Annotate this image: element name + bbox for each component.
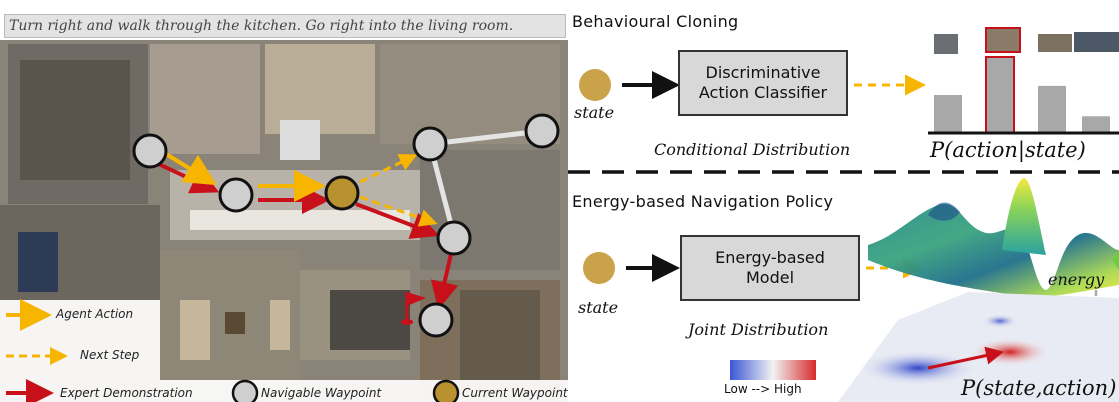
legend-navigable-waypoint: Navigable Waypoint — [261, 386, 382, 400]
joint-distribution-plane — [838, 292, 1119, 402]
navigable-waypoint — [132, 133, 168, 169]
ebm-state-circle — [583, 252, 615, 284]
floorplan-map — [0, 40, 568, 402]
legend-expert-demo: Expert Demonstration — [60, 386, 193, 400]
navigable-waypoint — [218, 177, 254, 213]
bc-bar — [985, 56, 1015, 134]
right-panel: Behavioural Cloning — [568, 0, 1119, 402]
energy-label: energy — [1048, 270, 1105, 289]
instruction-text: Turn right and walk through the kitchen.… — [4, 14, 566, 38]
bc-thumbnails — [934, 27, 1119, 54]
bc-state-circle — [579, 69, 611, 101]
ebm-box-line1: Energy-based — [715, 248, 825, 267]
next-step-arrows — [359, 154, 438, 227]
colorbar — [730, 360, 816, 380]
bc-bar — [1082, 116, 1110, 133]
right-diagram — [568, 27, 1119, 402]
ebm-title: Energy-based Navigation Policy — [572, 192, 834, 211]
ebm-dist-label: Joint Distribution — [688, 320, 829, 339]
bc-dist-label: Conditional Distribution — [654, 140, 851, 159]
navigable-waypoint — [436, 220, 472, 256]
bc-title: Behavioural Cloning — [572, 12, 739, 31]
legend-current-waypoint: Current Waypoint — [462, 386, 568, 400]
bc-classifier-box: Discriminative Action Classifier — [678, 50, 848, 116]
thumbnail-image — [934, 34, 958, 54]
goal-flag-icon — [401, 292, 426, 325]
legend-current-icon — [432, 379, 460, 402]
ebm-model-box: Energy-based Model — [680, 235, 860, 301]
agent-action-path — [164, 152, 326, 202]
navigable-waypoint — [418, 302, 454, 338]
navigable-waypoint — [412, 126, 448, 162]
ebm-box-line2: Model — [745, 268, 795, 287]
ebm-state-label: state — [578, 298, 619, 317]
current-waypoint — [324, 175, 360, 211]
bc-box-line2: Action Classifier — [698, 83, 828, 102]
thumbnail-image — [1074, 32, 1119, 52]
bc-state-label: state — [574, 103, 615, 122]
legend-next-step: Next Step — [80, 348, 140, 362]
colorbar-label: Low --> High — [724, 382, 802, 396]
waypoint-link — [429, 128, 543, 147]
thumbnail-image — [985, 27, 1021, 53]
thumbnail-image — [1038, 34, 1072, 52]
bc-axis-label: P(action|state) — [930, 138, 1086, 162]
navigable-waypoint — [524, 113, 560, 149]
bc-bar — [934, 95, 962, 133]
bc-bar-chart — [934, 56, 1110, 134]
legend-agent-action: Agent Action — [56, 307, 134, 321]
joint-prob-label: P(state,action) — [961, 376, 1117, 400]
map-panel: Turn right and walk through the kitchen.… — [0, 14, 568, 402]
bc-bar — [1038, 85, 1066, 133]
energy-surface — [868, 178, 1119, 297]
legend-navigable-icon — [231, 379, 259, 402]
energy-up-arrow-icon — [1112, 250, 1119, 270]
bc-box-line1: Discriminative — [705, 63, 821, 82]
floorplan-rooms — [0, 44, 560, 400]
